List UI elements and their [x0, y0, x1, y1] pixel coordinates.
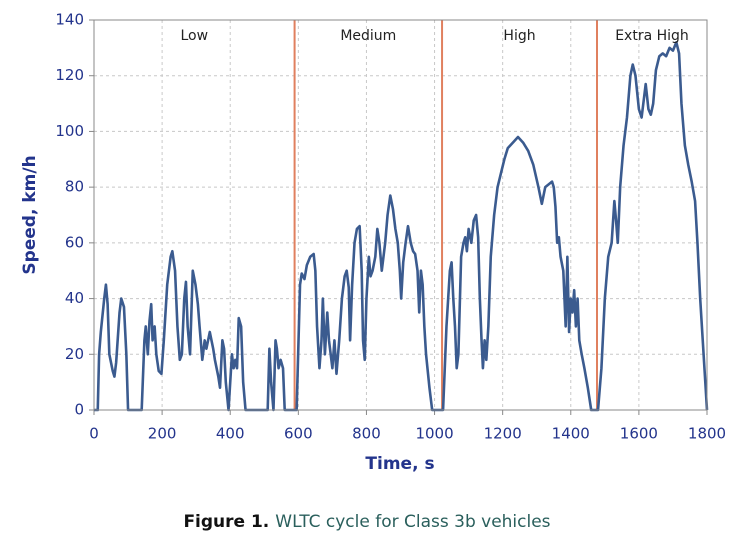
y-tick-label: 100	[55, 122, 84, 140]
y-tick-label: 120	[55, 66, 84, 84]
y-tick-label: 140	[55, 11, 84, 29]
caption-text: WLTC cycle for Class 3b vehicles	[275, 512, 550, 532]
x-tick-label: 400	[216, 425, 245, 443]
x-tick-label: 1800	[688, 425, 726, 443]
x-tick-label: 800	[352, 425, 381, 443]
x-tick-label: 600	[284, 425, 313, 443]
x-tick-label: 1400	[552, 425, 590, 443]
y-tick-label: 40	[65, 289, 84, 307]
x-tick-label: 200	[148, 425, 177, 443]
phase-label: Medium	[340, 28, 396, 44]
phase-label: Low	[181, 28, 209, 44]
x-tick-label: 1600	[620, 425, 658, 443]
x-tick-label: 1200	[484, 425, 522, 443]
phase-label: High	[503, 28, 535, 44]
plot-frame	[93, 19, 708, 411]
y-tick-label: 80	[65, 178, 84, 196]
caption-label: Figure 1.	[183, 512, 269, 532]
y-tick-label: 0	[74, 401, 84, 419]
plot-area	[94, 20, 707, 410]
caption: Figure 1. WLTC cycle for Class 3b vehicle…	[183, 512, 550, 532]
phase-label: Extra High	[615, 28, 689, 44]
x-tick-label: 1000	[415, 425, 453, 443]
y-tick-label: 60	[65, 233, 84, 251]
y-tick-label: 20	[65, 345, 84, 363]
y-axis-title: Speed, km/h	[20, 155, 40, 274]
x-axis-title: Time, s	[365, 454, 434, 474]
x-tick-label: 0	[89, 425, 99, 443]
